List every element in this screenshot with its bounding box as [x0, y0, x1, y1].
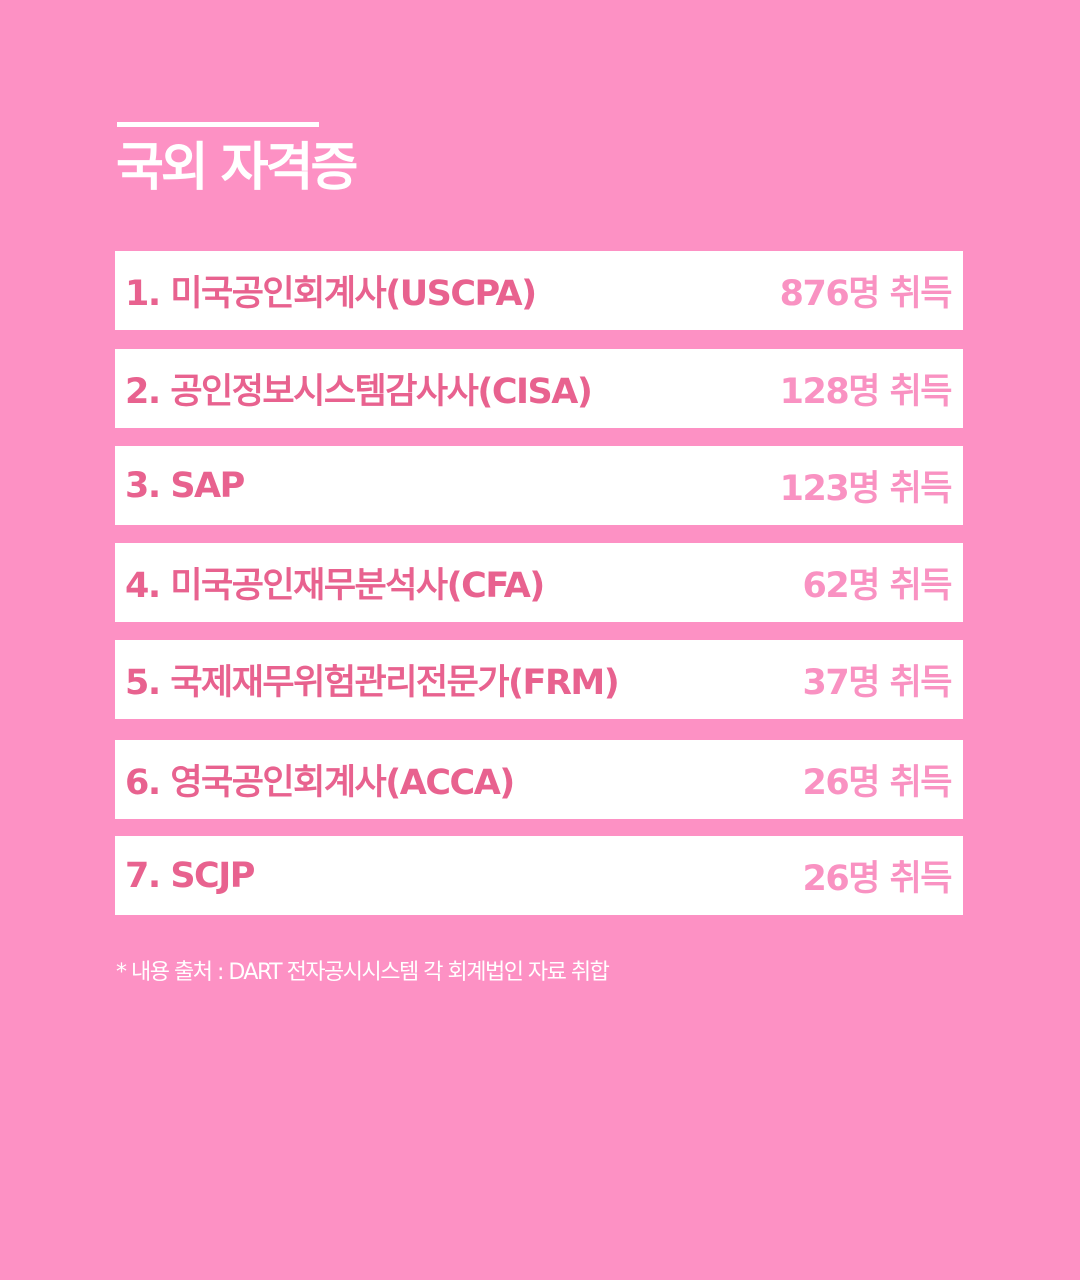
item-count: 123명 취득 — [779, 469, 953, 509]
list-item: 2. 공인정보시스템감사사(CISA) 128명 취득 — [115, 349, 963, 428]
list-item: 3. SAP 123명 취득 — [115, 446, 963, 525]
item-count: 128명 취득 — [779, 372, 953, 412]
item-label: 4. 미국공인재무분석사(CFA) — [125, 566, 545, 606]
list-item: 1. 미국공인회계사(USCPA) 876명 취득 — [115, 251, 963, 330]
item-count: 26명 취득 — [802, 859, 953, 899]
item-label: 5. 국제재무위험관리전문가(FRM) — [125, 663, 620, 703]
item-label: 3. SAP — [125, 465, 245, 506]
item-count: 37명 취득 — [802, 663, 953, 703]
list-item: 4. 미국공인재무분석사(CFA) 62명 취득 — [115, 543, 963, 622]
item-label: 6. 영국공인회계사(ACCA) — [125, 763, 515, 803]
item-label: 1. 미국공인회계사(USCPA) — [125, 274, 537, 314]
item-label: 2. 공인정보시스템감사사(CISA) — [125, 372, 593, 412]
item-count: 62명 취득 — [802, 566, 953, 606]
item-count: 26명 취득 — [802, 763, 953, 803]
title-underline — [117, 122, 319, 127]
item-count: 876명 취득 — [779, 274, 953, 314]
list-item: 7. SCJP 26명 취득 — [115, 836, 963, 915]
list-item: 6. 영국공인회계사(ACCA) 26명 취득 — [115, 740, 963, 819]
list-item: 5. 국제재무위험관리전문가(FRM) 37명 취득 — [115, 640, 963, 719]
page-title: 국외 자격증 — [116, 138, 358, 198]
item-label: 7. SCJP — [125, 855, 255, 896]
source-note: * 내용 출처 : DART 전자공시시스템 각 회계법인 자료 취합 — [116, 960, 610, 985]
